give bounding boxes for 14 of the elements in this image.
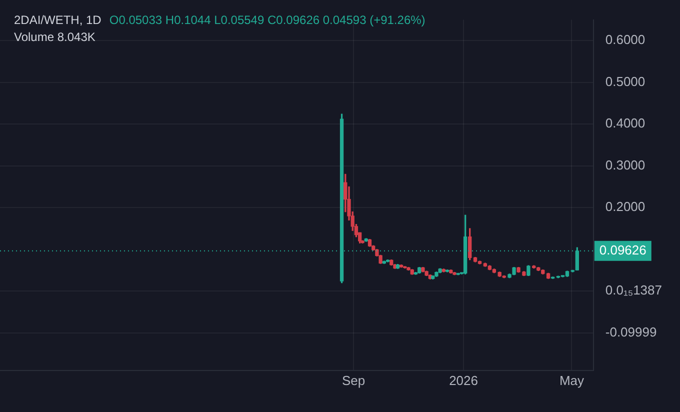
y-tick-label: 0.2000 — [605, 199, 646, 214]
y-tick-label: -0.09999 — [605, 324, 657, 340]
y-tick-label: 0.6000 — [605, 32, 646, 48]
y-tick-label: 0.0₁₅1387 — [605, 282, 662, 298]
y-tick-label: 0.3000 — [605, 157, 646, 172]
x-tick-label: 2026 — [449, 372, 478, 388]
y-tick-label: 0.4000 — [605, 116, 646, 131]
chart-subtitle: O0.05033 H0.1044 L0.05549 C0.09626 0.04593 (+91.26%) — [109, 13, 426, 27]
chart-title: 2DAI/WETH, 1D — [14, 13, 102, 27]
x-tick-label: Sep — [342, 372, 366, 388]
x-tick-label: May — [559, 372, 585, 388]
annotation: Volume 8.043K — [14, 29, 96, 46]
ref-line-label: 0.09626 — [599, 242, 646, 258]
y-tick-label: 0.5000 — [605, 74, 646, 89]
